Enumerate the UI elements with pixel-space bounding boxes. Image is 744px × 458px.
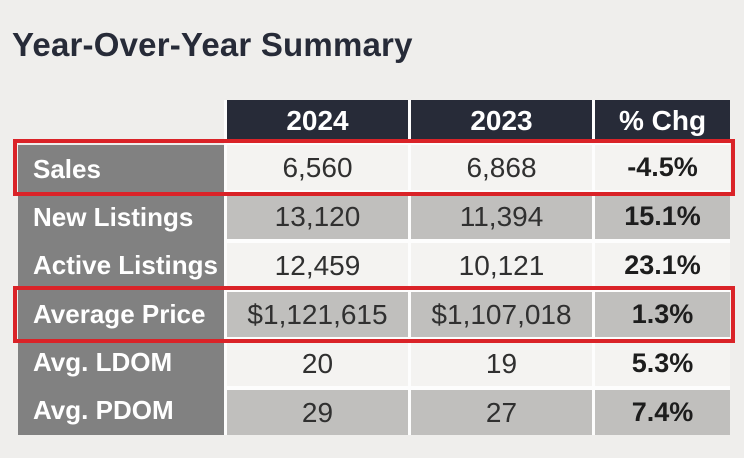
column-header-2024: 2024	[227, 100, 408, 141]
cell-sales-2024: 6,560	[227, 145, 408, 190]
cell-average-price-2024: $1,121,615	[227, 292, 408, 337]
page-title: Year-Over-Year Summary	[12, 26, 413, 63]
cell-sales-2023: 6,868	[411, 145, 592, 190]
cell-active-listings-2024: 12,459	[227, 243, 408, 288]
cell-new-listings-pct: 15.1%	[595, 194, 730, 239]
row-label-sales: Sales	[33, 153, 101, 184]
cell-average-price-pct: 1.3%	[595, 292, 730, 337]
cell-avg-ldom-pct: 5.3%	[595, 341, 730, 386]
table-data-grid: 2024 2023 % Chg 6,560 6,868 -4.5% 13,120…	[224, 100, 730, 435]
column-header-pct-chg: % Chg	[595, 100, 730, 141]
cell-avg-pdom-2023: 27	[411, 390, 592, 435]
row-label-avg-pdom: Avg. PDOM	[33, 395, 174, 426]
row-label-active-listings: Active Listings	[33, 250, 218, 281]
row-labels-column: Sales New Listings Active Listings Avera…	[18, 145, 224, 435]
row-label-average-price: Average Price	[33, 298, 206, 329]
row-label-new-listings: New Listings	[33, 201, 194, 232]
cell-average-price-2023: $1,107,018	[411, 292, 592, 337]
cell-active-listings-pct: 23.1%	[595, 243, 730, 288]
yoy-summary-table: Sales New Listings Active Listings Avera…	[13, 100, 735, 435]
cell-avg-ldom-2024: 20	[227, 341, 408, 386]
row-label-avg-ldom: Avg. LDOM	[33, 346, 173, 377]
cell-avg-pdom-2024: 29	[227, 390, 408, 435]
cell-new-listings-2024: 13,120	[227, 194, 408, 239]
cell-sales-pct: -4.5%	[595, 145, 730, 190]
column-header-2023: 2023	[411, 100, 592, 141]
cell-avg-pdom-pct: 7.4%	[595, 390, 730, 435]
cell-avg-ldom-2023: 19	[411, 341, 592, 386]
cell-active-listings-2023: 10,121	[411, 243, 592, 288]
cell-new-listings-2023: 11,394	[411, 194, 592, 239]
